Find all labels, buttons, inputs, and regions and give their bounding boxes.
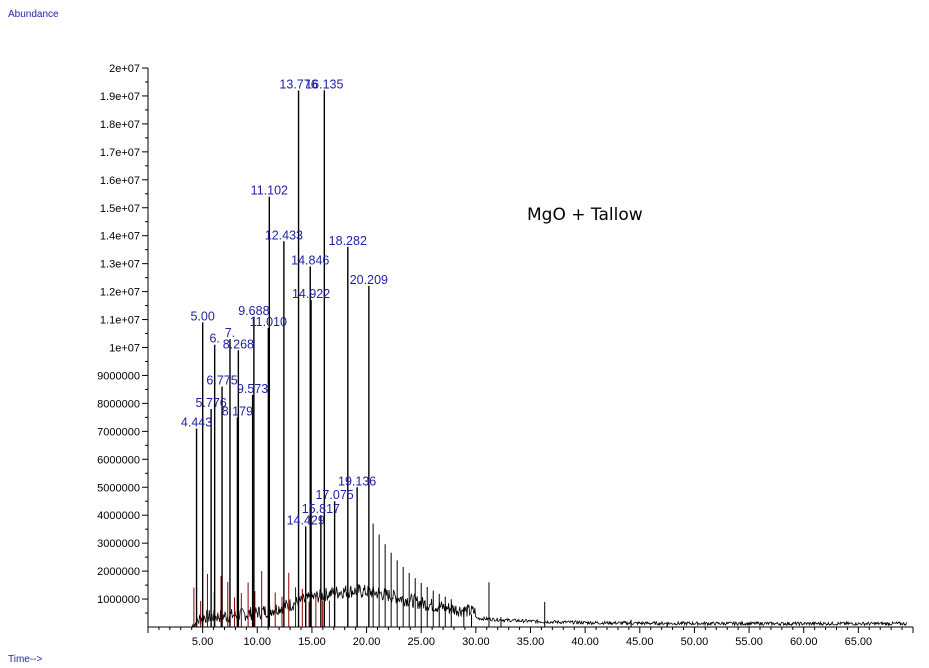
y-tick-label: 2000000	[97, 566, 140, 578]
peak-label: 7.	[225, 326, 235, 340]
x-tick-label: 55.00	[735, 636, 763, 648]
peak-label: 6.	[209, 332, 219, 346]
x-tick-label: 65.00	[845, 636, 873, 648]
x-tick-label: 40.00	[571, 636, 599, 648]
peak-label: 20.209	[350, 273, 388, 287]
peak-label: 9.688	[238, 304, 269, 318]
x-tick-label: 5.00	[192, 636, 213, 648]
y-tick-label: 1.9e+07	[100, 91, 140, 103]
y-axis-title: Abundance	[8, 9, 59, 20]
x-tick-label: 10.00	[244, 636, 272, 648]
peak-label: 9.573	[237, 382, 268, 396]
peak-label: 5.00	[191, 309, 215, 323]
y-tick-label: 1.1e+07	[100, 315, 140, 327]
peak-label: 8.268	[223, 337, 254, 351]
peak-label: 12.433	[265, 228, 303, 242]
y-tick-label: 5000000	[97, 482, 140, 494]
peak-label: 11.102	[251, 184, 288, 198]
x-tick-label: 25.00	[407, 636, 435, 648]
sample-annotation: MgO + Tallow	[527, 205, 643, 225]
peak-label: 14.922	[292, 287, 330, 301]
y-tick-label: 3000000	[97, 538, 140, 550]
y-tick-label: 1.8e+07	[100, 119, 140, 131]
y-tick-label: 9000000	[97, 370, 140, 382]
x-tick-label: 20.00	[353, 636, 381, 648]
x-axis: 5.00 10.00 15.00 20.00 25.00 30.00 35.00 40.00 4…	[147, 627, 914, 648]
y-tick-label: 4000000	[97, 510, 140, 522]
x-axis-title: Time-->	[8, 654, 43, 665]
baseline-trace	[191, 523, 908, 628]
y-tick-label: 1.2e+07	[100, 287, 140, 299]
peak-label: 19.136	[338, 474, 376, 488]
peak-label: 14.846	[291, 253, 329, 267]
peak-label: 11.010	[250, 315, 287, 329]
peak-label: 5.776	[195, 396, 226, 410]
peak-label: 15.817	[302, 502, 340, 516]
peak-label: 14.429	[287, 513, 325, 527]
x-tick-label: 60.00	[790, 636, 818, 648]
x-tick-label: 50.00	[681, 636, 709, 648]
peak-labels: 4.443 5.00 5.776 6. 6.775 7. 8.179 8.268 9.573 9.…	[181, 77, 388, 527]
peak-label: 16.135	[305, 77, 343, 91]
y-tick-label: 8000000	[97, 398, 140, 410]
y-tick-label: 2e+07	[109, 63, 140, 75]
y-tick-label: 7000000	[97, 426, 140, 438]
y-tick-label: 1000000	[97, 594, 140, 606]
peak-label: 8.179	[222, 404, 253, 418]
x-tick-label: 45.00	[626, 636, 654, 648]
peak-label: 18.282	[329, 234, 367, 248]
y-tick-label: 6000000	[97, 454, 140, 466]
peak-label: 17.075	[315, 488, 353, 502]
y-tick-label: 1.4e+07	[100, 231, 140, 243]
y-tick-label: 1.5e+07	[100, 203, 140, 215]
peak-label: 13.776	[279, 77, 317, 91]
peak-label: 4.443	[181, 416, 212, 430]
x-tick-label: 30.00	[462, 636, 490, 648]
y-tick-label: 1.6e+07	[100, 175, 140, 187]
y-axis: 2e+07 1.9e+07 1.8e+07 1.7e+07 1.6e+07 1.5e+07…	[97, 63, 148, 614]
y-tick-label: 1.3e+07	[100, 259, 140, 271]
y-tick-label: 1.7e+07	[100, 147, 140, 159]
peaks	[195, 90, 370, 627]
y-tick-label: 1e+07	[109, 343, 140, 355]
x-tick-label: 35.00	[517, 636, 545, 648]
peak-label: 6.775	[206, 374, 237, 388]
x-tick-label: 15.00	[298, 636, 326, 648]
